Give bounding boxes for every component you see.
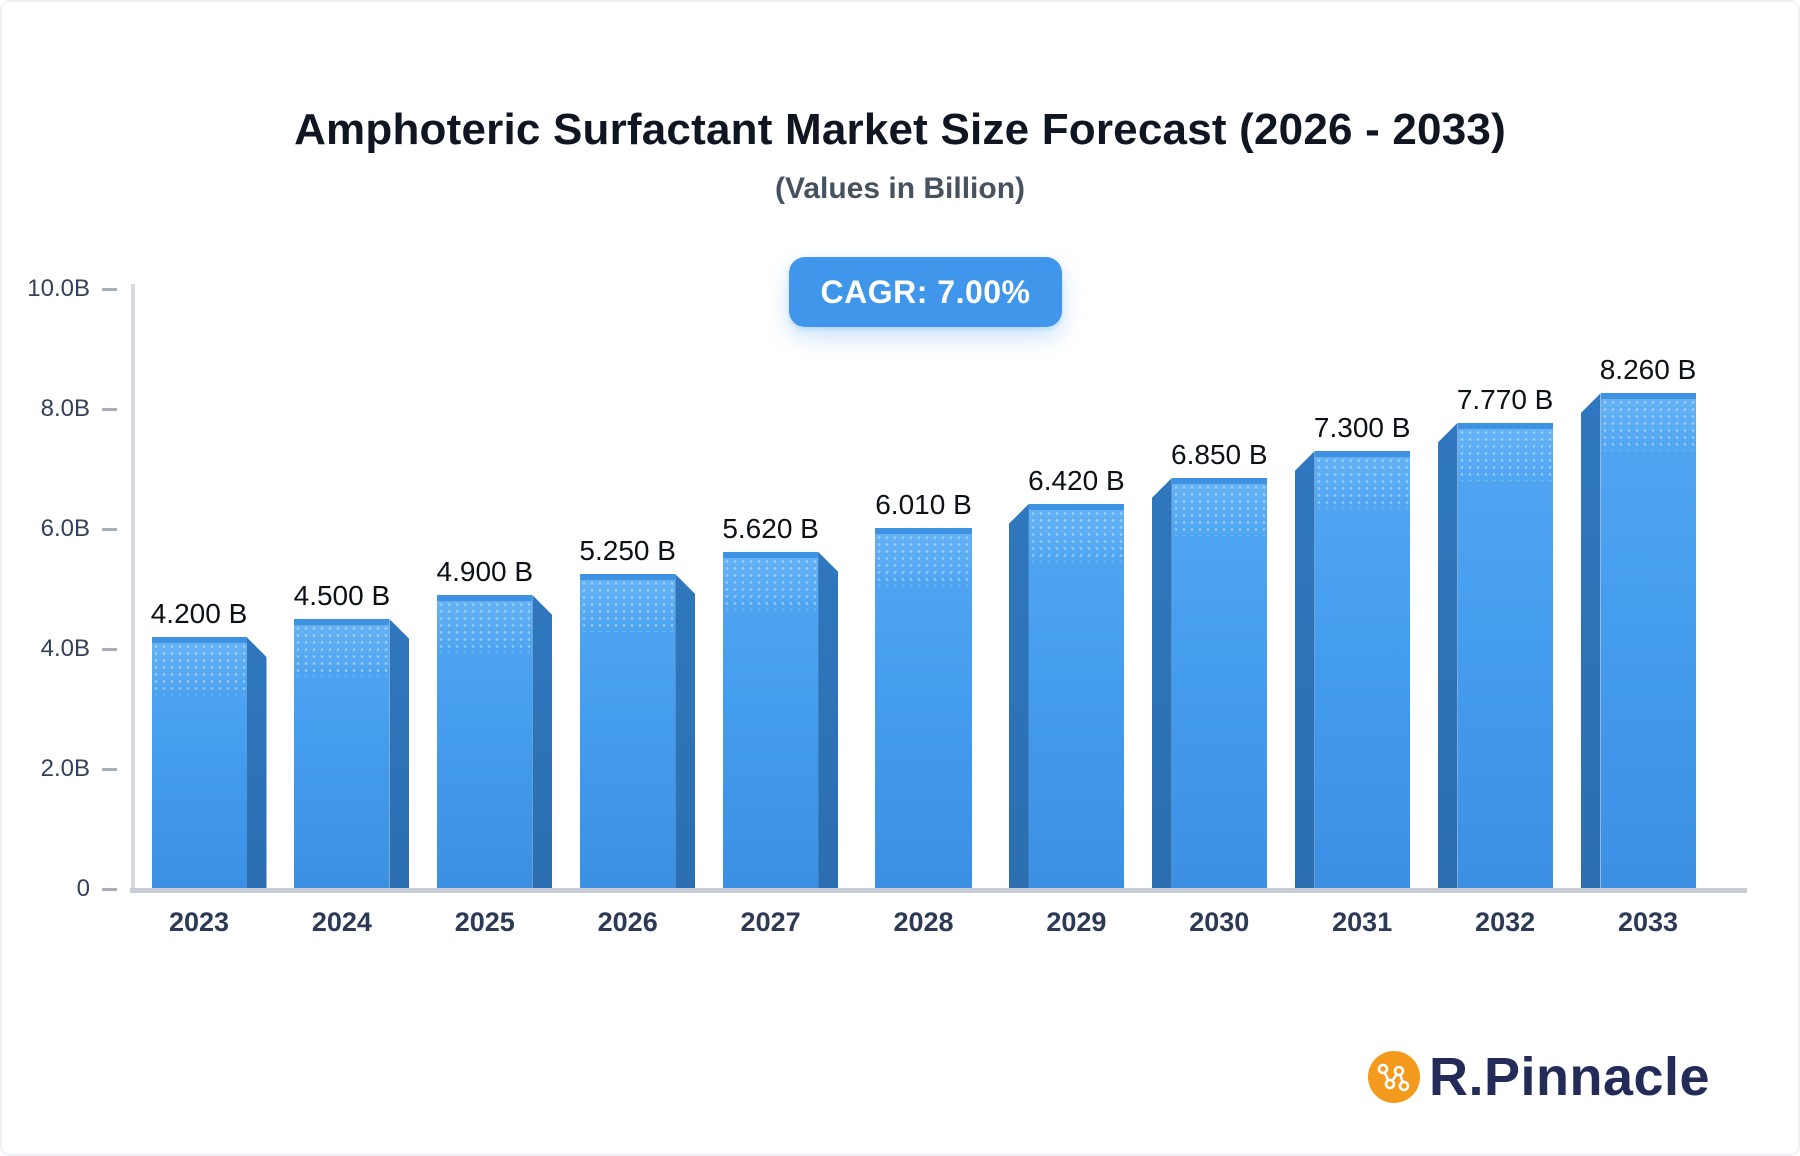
bar-value-label: 4.900 B [436,556,534,587]
bar-front-face [1600,393,1696,889]
x-axis-label: 2028 [893,907,954,937]
x-axis-label: 2029 [1046,907,1107,937]
chart-title: Amphoteric Surfactant Market Size Foreca… [294,105,1506,154]
bar-front-face [875,528,972,889]
brand-name: R.Pinnacle [1429,1047,1711,1107]
bar-front-face [1028,503,1124,889]
brand-logo: R.Pinnacle [1368,1046,1710,1108]
bar-speckle-texture [1028,509,1124,562]
y-axis-tick-label: 0 [76,875,90,902]
bar-speckle-texture [875,534,972,587]
x-axis-line [130,888,1747,893]
bar-value-label: 6.420 B [1028,464,1125,496]
bar-top-edge [294,619,390,625]
bar-front-face [580,574,676,889]
network-nodes-icon [1368,1051,1420,1103]
x-axis-label: 2032 [1475,907,1536,937]
y-axis-tick-mark [102,647,117,651]
y-axis-tick-label: 4.0B [40,635,90,662]
bar-top-edge [1457,422,1553,429]
bar-side-face [675,574,696,889]
bar-value-label: 8.260 B [1599,354,1697,386]
x-axis-label: 2027 [740,907,801,937]
bar-front-face [437,595,533,889]
bar-value-label: 5.620 B [722,512,819,544]
x-axis-label: 2033 [1617,907,1679,937]
y-axis-tick-label: 6.0B [40,515,90,542]
bar-side-face [1008,503,1029,889]
y-axis-tick-mark [102,887,117,891]
y-axis-tick-mark [102,407,117,411]
y-axis-line [131,284,135,891]
bar-value-label: 5.250 B [579,535,676,566]
y-axis-tick-label: 10.0B [27,275,90,302]
y-axis-tick-mark [102,287,117,291]
bar-value-label: 4.500 B [293,580,391,611]
bar-speckle-texture [294,625,390,677]
chart-subtitle: (Values in Billion) [774,172,1026,205]
bar-speckle-texture [437,601,533,653]
bar-speckle-texture [580,580,676,632]
bar-speckle-texture [1457,428,1553,481]
bar-top-edge [1314,451,1410,457]
x-axis-label: 2024 [311,907,372,937]
bar-side-face [1437,422,1458,889]
bar-top-edge [875,528,972,535]
bar-side-face [818,551,839,889]
bar-top-edge [151,637,247,643]
bar-value-label: 7.300 B [1313,412,1411,443]
x-axis-label: 2030 [1189,907,1250,937]
bar-side-face [532,595,553,889]
bar-top-edge [580,574,676,580]
bar-front-face [1314,451,1410,889]
bar-side-face [1151,478,1172,889]
bar-side-face [246,637,267,889]
bar-speckle-texture [723,557,819,610]
bar-value-label: 6.850 B [1171,439,1268,470]
y-axis-tick-mark [102,767,117,771]
bar-front-face [1171,478,1267,889]
y-axis-tick-label: 8.0B [40,395,90,422]
bar-top-edge [437,595,533,601]
x-axis-label: 2031 [1332,907,1393,937]
bar-speckle-texture [1171,484,1267,536]
x-axis-label: 2026 [597,907,658,937]
y-axis-tick-label: 2.0B [40,755,90,782]
bar-front-face [723,551,819,889]
bar-top-edge [723,551,819,558]
bar-speckle-texture [1600,399,1696,452]
bar-top-edge [1600,393,1696,400]
bar-speckle-texture [151,643,247,695]
x-axis-label: 2023 [168,907,230,937]
bar-value-label: 6.010 B [875,489,972,521]
bar-front-face [151,637,247,889]
cagr-badge: CAGR: 7.00% [789,257,1062,327]
bar-top-edge [1028,503,1124,510]
bar-side-face [1294,451,1315,889]
y-axis-tick-mark [102,527,117,531]
bar-side-face [389,619,410,889]
bar-speckle-texture [1314,457,1410,509]
bar-value-label: 4.200 B [150,598,248,629]
bar-front-face [294,619,390,889]
x-axis-label: 2025 [454,907,515,937]
bar-side-face [1580,393,1601,889]
bar-front-face [1457,422,1553,889]
bar-top-edge [1171,478,1267,484]
cagr-label: CAGR: 7.00% [820,273,1031,310]
bar-value-label: 7.770 B [1456,383,1554,415]
